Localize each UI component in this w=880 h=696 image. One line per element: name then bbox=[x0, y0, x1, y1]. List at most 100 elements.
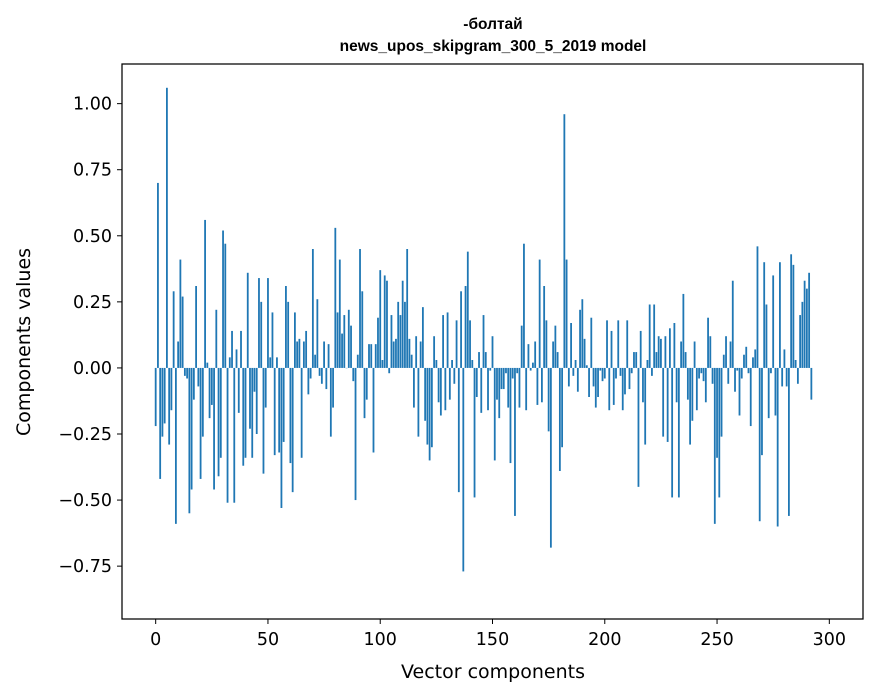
bar bbox=[363, 367, 366, 419]
bar bbox=[552, 341, 555, 368]
bar bbox=[545, 320, 548, 368]
bar bbox=[639, 330, 642, 368]
bar bbox=[635, 352, 638, 368]
bar bbox=[677, 367, 680, 498]
bar bbox=[541, 367, 543, 403]
bar bbox=[718, 367, 721, 498]
bar bbox=[532, 362, 534, 368]
bar bbox=[496, 367, 498, 400]
bar bbox=[359, 249, 361, 368]
bar bbox=[655, 352, 658, 368]
bar bbox=[538, 259, 541, 368]
bar bbox=[233, 367, 236, 503]
bar bbox=[210, 367, 213, 405]
bar bbox=[736, 367, 739, 371]
bar bbox=[455, 320, 458, 368]
bar bbox=[716, 367, 718, 458]
bar bbox=[289, 367, 292, 464]
bar bbox=[529, 367, 532, 371]
bar bbox=[617, 320, 620, 368]
bar bbox=[260, 301, 263, 368]
bar bbox=[698, 367, 700, 379]
bar bbox=[619, 367, 622, 376]
bar bbox=[224, 243, 227, 368]
bars-group bbox=[154, 87, 813, 572]
bar bbox=[763, 262, 766, 368]
bar bbox=[520, 325, 523, 368]
bar bbox=[700, 367, 703, 374]
bar bbox=[601, 367, 604, 382]
bar bbox=[352, 367, 355, 382]
y-tick-label: −0.75 bbox=[58, 557, 112, 577]
bar bbox=[302, 341, 305, 368]
bar bbox=[157, 182, 159, 368]
bar bbox=[287, 301, 290, 368]
bar bbox=[810, 367, 813, 400]
bar bbox=[738, 367, 741, 416]
bar bbox=[581, 299, 584, 368]
bar bbox=[361, 291, 364, 368]
bar bbox=[170, 367, 173, 411]
bar bbox=[487, 367, 489, 411]
bar bbox=[484, 352, 487, 368]
x-tick-label: 150 bbox=[476, 630, 509, 650]
bar bbox=[567, 367, 570, 387]
bar bbox=[507, 367, 510, 408]
bar bbox=[469, 320, 471, 368]
bar bbox=[565, 259, 568, 368]
bar bbox=[323, 341, 325, 368]
bar bbox=[390, 315, 393, 368]
bar bbox=[421, 307, 424, 368]
x-axis-label: Vector components bbox=[401, 661, 585, 683]
bar bbox=[734, 367, 736, 392]
bar bbox=[249, 367, 251, 429]
bar bbox=[675, 367, 678, 403]
x-tick-label: 300 bbox=[813, 630, 846, 650]
bar bbox=[554, 325, 557, 368]
bar bbox=[462, 367, 465, 572]
bar bbox=[273, 367, 276, 456]
bar bbox=[448, 367, 451, 400]
bar bbox=[316, 299, 319, 368]
bar bbox=[615, 367, 617, 379]
bar bbox=[749, 367, 752, 427]
bar bbox=[729, 341, 732, 368]
bar bbox=[253, 367, 256, 392]
bar bbox=[523, 243, 525, 368]
bar bbox=[509, 367, 512, 464]
bar bbox=[642, 367, 644, 403]
bar bbox=[576, 367, 579, 392]
bar bbox=[608, 367, 611, 411]
bar bbox=[401, 280, 404, 368]
bar bbox=[235, 349, 238, 368]
bar bbox=[163, 367, 166, 424]
bar bbox=[222, 230, 224, 368]
bar bbox=[325, 367, 328, 390]
bar bbox=[166, 87, 168, 368]
bar bbox=[664, 336, 667, 368]
bar bbox=[502, 367, 505, 390]
bar bbox=[377, 317, 379, 368]
bar bbox=[442, 315, 444, 368]
bar bbox=[201, 367, 204, 437]
chart-title: -болтай bbox=[463, 16, 522, 33]
bar bbox=[648, 304, 651, 368]
bar bbox=[606, 320, 608, 368]
bar bbox=[671, 367, 674, 498]
bar bbox=[556, 352, 559, 368]
bar bbox=[731, 280, 734, 368]
bar bbox=[437, 367, 440, 403]
bar bbox=[228, 357, 231, 368]
bar bbox=[206, 362, 209, 368]
bar bbox=[408, 338, 411, 368]
bar bbox=[278, 367, 281, 453]
bar bbox=[624, 367, 626, 395]
x-tick-label: 250 bbox=[700, 630, 733, 650]
bar bbox=[561, 367, 564, 448]
bar bbox=[713, 367, 716, 524]
bar bbox=[168, 367, 171, 445]
bar bbox=[311, 249, 314, 368]
bar bbox=[242, 367, 245, 466]
